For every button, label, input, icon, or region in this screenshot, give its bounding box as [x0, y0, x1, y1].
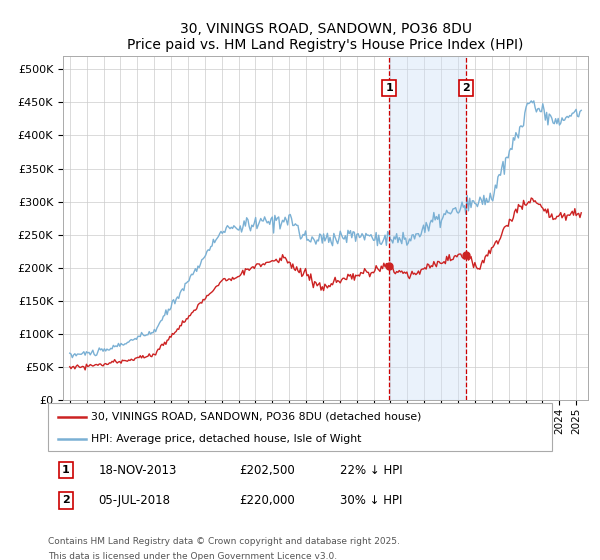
- Title: 30, VININGS ROAD, SANDOWN, PO36 8DU
Price paid vs. HM Land Registry's House Pric: 30, VININGS ROAD, SANDOWN, PO36 8DU Pric…: [127, 22, 524, 52]
- Text: 1: 1: [62, 465, 70, 475]
- Text: 30, VININGS ROAD, SANDOWN, PO36 8DU (detached house): 30, VININGS ROAD, SANDOWN, PO36 8DU (det…: [91, 412, 421, 422]
- Text: 05-JUL-2018: 05-JUL-2018: [98, 494, 170, 507]
- Text: 2: 2: [463, 83, 470, 93]
- Bar: [389, 56, 466, 400]
- Text: 22% ↓ HPI: 22% ↓ HPI: [340, 464, 403, 477]
- Text: £220,000: £220,000: [239, 494, 295, 507]
- Text: 1: 1: [385, 83, 393, 93]
- Text: £202,500: £202,500: [239, 464, 295, 477]
- Text: This data is licensed under the Open Government Licence v3.0.: This data is licensed under the Open Gov…: [48, 552, 337, 560]
- Text: 30% ↓ HPI: 30% ↓ HPI: [340, 494, 403, 507]
- Text: HPI: Average price, detached house, Isle of Wight: HPI: Average price, detached house, Isle…: [91, 434, 361, 444]
- Text: 18-NOV-2013: 18-NOV-2013: [98, 464, 177, 477]
- Text: 2: 2: [62, 496, 70, 506]
- FancyBboxPatch shape: [48, 403, 552, 451]
- Text: Contains HM Land Registry data © Crown copyright and database right 2025.: Contains HM Land Registry data © Crown c…: [48, 537, 400, 546]
